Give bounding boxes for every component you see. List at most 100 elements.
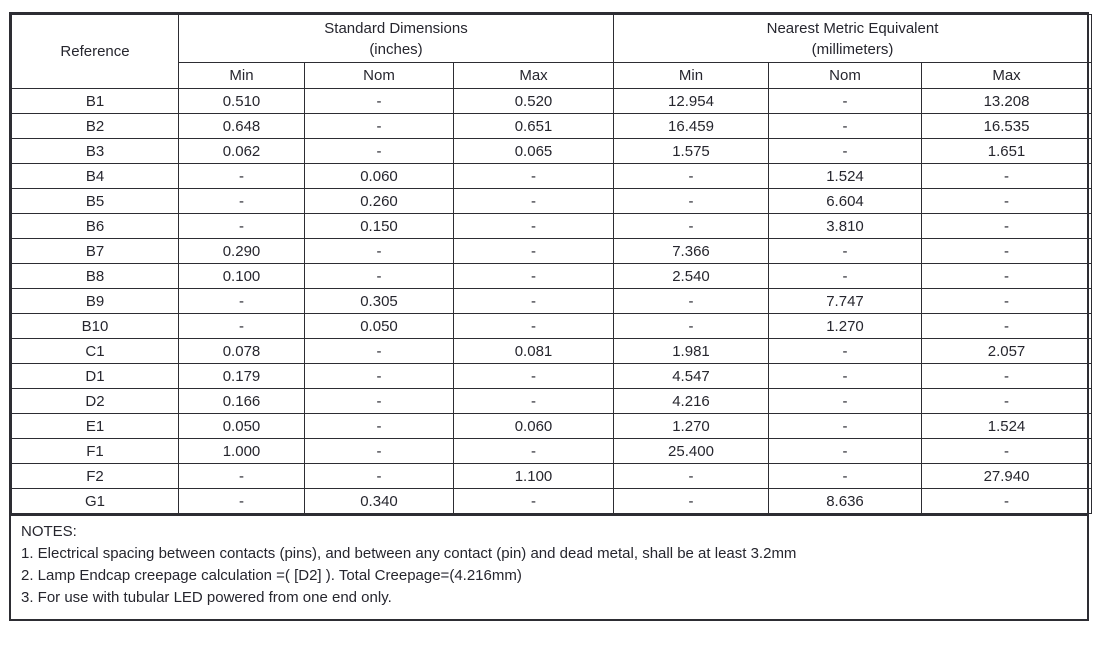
value-cell: - xyxy=(304,388,454,414)
value-cell: 0.290 xyxy=(178,238,305,264)
value-cell: 0.520 xyxy=(453,88,614,114)
table-row: G1-0.340- -8.636- xyxy=(11,488,1093,514)
value-cell: - xyxy=(768,263,922,289)
col-header-nom-mm: Nom xyxy=(768,62,922,89)
value-cell: - xyxy=(613,163,769,189)
row-reference-cell: F2 xyxy=(11,463,179,489)
value-cell: 0.648 xyxy=(178,113,305,139)
value-cell: 7.747 xyxy=(768,288,922,314)
table-row: F2- -1.100- -27.940 xyxy=(11,463,1093,489)
value-cell: 8.636 xyxy=(768,488,922,514)
value-cell: 1.524 xyxy=(768,163,922,189)
value-cell: - xyxy=(920,263,1093,289)
value-cell: 0.100 xyxy=(178,263,305,289)
value-cell: - xyxy=(304,463,454,489)
dimension-table-box: Reference Standard Dimensions (inches) N… xyxy=(9,12,1093,621)
value-cell: 27.940 xyxy=(920,463,1093,489)
row-reference-cell: E1 xyxy=(11,413,179,439)
value-cell: 0.651 xyxy=(453,113,614,139)
row-reference-cell: B3 xyxy=(11,138,179,164)
value-cell: - xyxy=(768,238,922,264)
value-cell: - xyxy=(178,288,305,314)
note-line: 2. Lamp Endcap creepage calculation =( [… xyxy=(21,567,522,584)
table-row: F1 1.000- -25.400- - xyxy=(11,438,1093,464)
value-cell: - xyxy=(304,113,454,139)
table-row: B9-0.305- -7.747- xyxy=(11,288,1093,314)
value-cell: - xyxy=(920,288,1093,314)
value-cell: - xyxy=(304,138,454,164)
table-row: B6-0.150- -3.810- xyxy=(11,213,1093,239)
row-reference-cell: G1 xyxy=(11,488,179,514)
value-cell: 25.400 xyxy=(613,438,769,464)
value-cell: 1.000 xyxy=(178,438,305,464)
value-cell: - xyxy=(768,338,922,364)
value-cell: 1.270 xyxy=(613,413,769,439)
value-cell: 0.179 xyxy=(178,363,305,389)
value-cell: - xyxy=(304,438,454,464)
standard-dimensions-group-header: Standard Dimensions (inches) xyxy=(178,14,614,63)
table-row: B7 0.290- -7.366- - xyxy=(11,238,1093,264)
value-cell: - xyxy=(304,363,454,389)
value-cell: - xyxy=(768,388,922,414)
table-row: B1 0.510-0.520 12.954-13.208 xyxy=(11,88,1093,114)
value-cell: 1.575 xyxy=(613,138,769,164)
value-cell: - xyxy=(453,363,614,389)
value-cell: 12.954 xyxy=(613,88,769,114)
value-cell: - xyxy=(453,213,614,239)
row-reference-cell: B8 xyxy=(11,263,179,289)
row-reference-cell: D1 xyxy=(11,363,179,389)
row-reference-cell: B5 xyxy=(11,188,179,214)
row-reference-cell: B4 xyxy=(11,163,179,189)
value-cell: - xyxy=(304,338,454,364)
value-cell: 7.366 xyxy=(613,238,769,264)
value-cell: - xyxy=(304,238,454,264)
value-cell: 1.524 xyxy=(920,413,1093,439)
value-cell: 6.604 xyxy=(768,188,922,214)
value-cell: 0.305 xyxy=(304,288,454,314)
value-cell: 0.078 xyxy=(178,338,305,364)
value-cell: 4.547 xyxy=(613,363,769,389)
value-cell: 0.260 xyxy=(304,188,454,214)
value-cell: 1.651 xyxy=(920,138,1093,164)
sub-header-row: Min Nom Max Min Nom Max xyxy=(12,62,1093,89)
value-cell: - xyxy=(920,488,1093,514)
value-cell: - xyxy=(178,463,305,489)
value-cell: 0.060 xyxy=(304,163,454,189)
value-cell: 1.100 xyxy=(453,463,614,489)
value-cell: - xyxy=(613,313,769,339)
value-cell: - xyxy=(453,488,614,514)
notes-title: NOTES: xyxy=(21,523,77,540)
value-cell: - xyxy=(178,163,305,189)
metric-equivalent-unit: (millimeters) xyxy=(811,40,894,58)
value-cell: - xyxy=(613,188,769,214)
value-cell: - xyxy=(304,413,454,439)
table-row: E1 0.050-0.060 1.270-1.524 xyxy=(11,413,1093,439)
value-cell: - xyxy=(768,463,922,489)
row-reference-cell: B6 xyxy=(11,213,179,239)
col-header-max-mm: Max xyxy=(920,62,1093,89)
value-cell: - xyxy=(613,488,769,514)
value-cell: 2.540 xyxy=(613,263,769,289)
col-header-max-inches: Max xyxy=(453,62,614,89)
col-header-nom-inches: Nom xyxy=(304,62,454,89)
table-row: B3 0.062-0.065 1.575-1.651 xyxy=(11,138,1093,164)
metric-equivalent-group-header: Nearest Metric Equivalent (millimeters) xyxy=(612,14,1093,63)
value-cell: - xyxy=(453,388,614,414)
standard-dimensions-title: Standard Dimensions xyxy=(324,19,468,37)
value-cell: 0.050 xyxy=(304,313,454,339)
value-cell: - xyxy=(768,88,922,114)
value-cell: - xyxy=(453,263,614,289)
row-reference-cell: B7 xyxy=(11,238,179,264)
note-line: 1. Electrical spacing between contacts (… xyxy=(21,545,797,562)
value-cell: - xyxy=(304,263,454,289)
value-cell: 13.208 xyxy=(920,88,1093,114)
value-cell: 0.150 xyxy=(304,213,454,239)
standard-dimensions-unit: (inches) xyxy=(369,40,423,58)
value-cell: 0.065 xyxy=(453,138,614,164)
table-row: B2 0.648-0.651 16.459-16.535 xyxy=(11,113,1093,139)
row-reference-cell: B2 xyxy=(11,113,179,139)
table-row: B10-0.050- -1.270- xyxy=(11,313,1093,339)
col-header-min-mm: Min xyxy=(613,62,769,89)
value-cell: - xyxy=(178,488,305,514)
